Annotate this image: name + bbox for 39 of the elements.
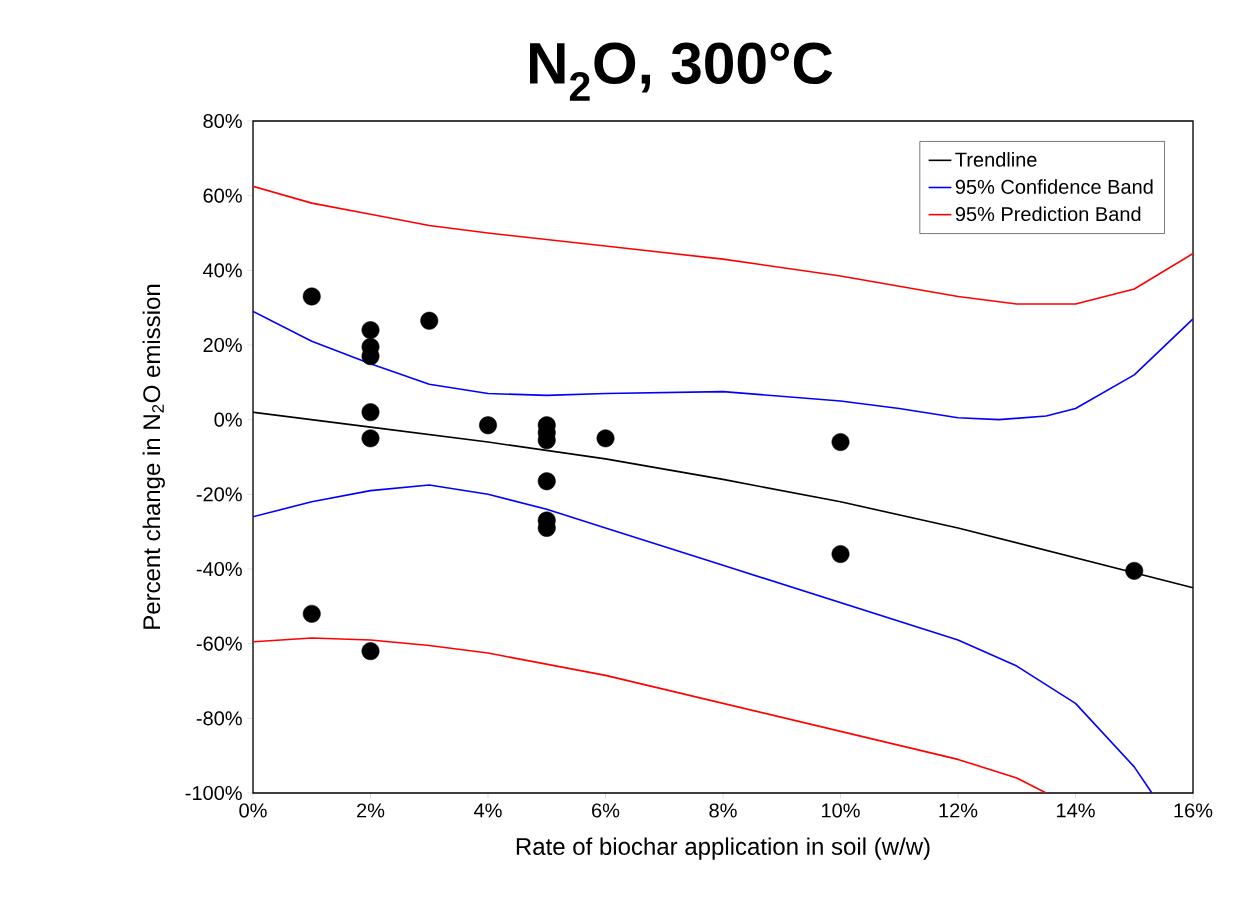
y-tick-label: -40%	[196, 561, 242, 577]
point	[1125, 561, 1144, 580]
point	[361, 321, 380, 339]
point	[302, 604, 321, 623]
x-tick-label: 0%	[239, 803, 267, 818]
x-tick-label: 14%	[1057, 803, 1095, 818]
x-axis-title: Rate of biochar application in soil (w/w)	[516, 837, 930, 860]
legend-label: Trendline	[955, 152, 1037, 167]
y-tick-label: -60%	[196, 636, 242, 651]
point	[831, 545, 850, 563]
chart-title: N$_{2}$O, 300°C	[530, 42, 833, 101]
line-series	[253, 310, 1194, 421]
y-tick-label: 0%	[214, 412, 242, 427]
x-tick-label: 2%	[357, 803, 385, 818]
x-tick-label: 8%	[709, 803, 737, 818]
point	[479, 416, 497, 435]
y-tick-label: -100%	[185, 785, 242, 801]
y-axis-title: Percent change in N$_{2}$O emission	[142, 284, 165, 629]
point	[420, 311, 439, 330]
legend-label: 95% Prediction Band	[955, 206, 1141, 222]
y-tick-label: -20%	[196, 487, 242, 502]
point	[302, 287, 321, 306]
x-tick-label: 10%	[822, 803, 860, 818]
point	[361, 403, 380, 422]
legend-label: 95% Confidence Band	[955, 179, 1153, 194]
x-tick-label: 4%	[474, 803, 502, 818]
point	[361, 429, 380, 448]
x-tick-label: 12%	[939, 803, 978, 818]
x-tick-label: 6%	[592, 803, 620, 818]
y-tick-label: 80%	[203, 113, 242, 129]
y-tick-label: 20%	[203, 337, 242, 353]
point	[361, 642, 380, 661]
point	[537, 472, 556, 491]
y-tick-label: -80%	[196, 711, 242, 726]
x-tick-label: 16%	[1174, 803, 1213, 818]
point	[831, 433, 850, 451]
point	[596, 429, 615, 448]
y-tick-label: 60%	[203, 188, 242, 203]
y-tick-label: 40%	[203, 263, 242, 278]
